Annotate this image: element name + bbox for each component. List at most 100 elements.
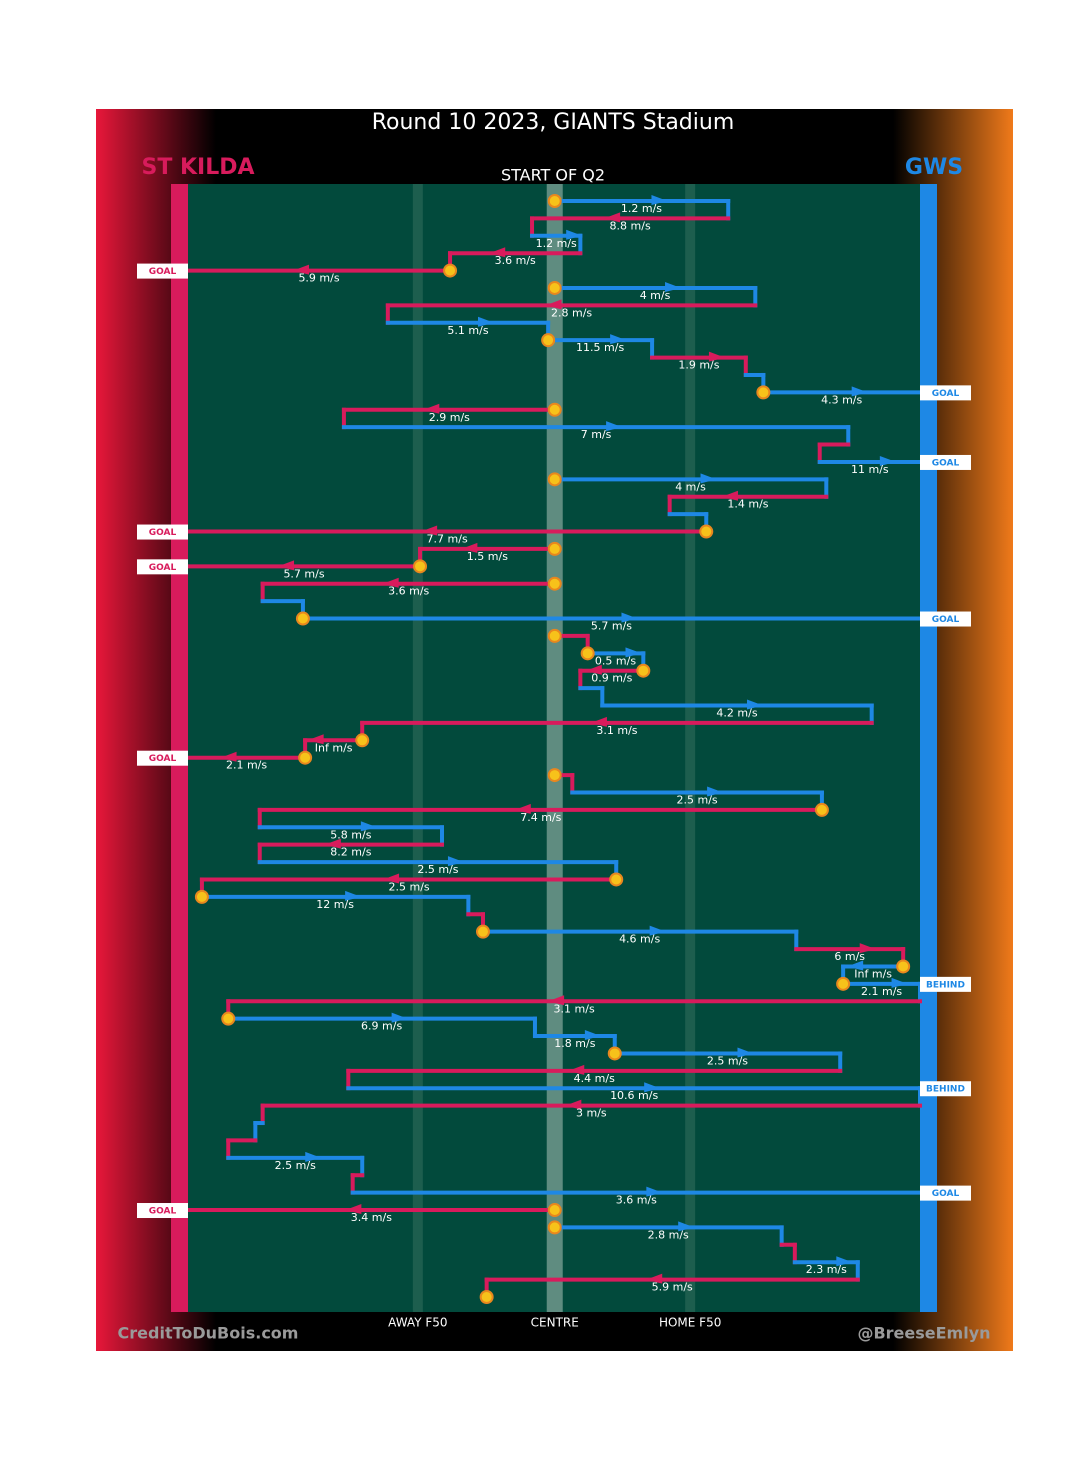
outcome-box	[920, 976, 971, 992]
speed-label: 5.7 m/s	[283, 567, 324, 580]
direction-arrow	[879, 455, 896, 466]
direction-arrow	[461, 542, 478, 553]
direction-arrow	[447, 856, 464, 867]
direction-arrow	[545, 299, 562, 310]
direction-arrow	[721, 490, 738, 501]
speed-label: 4.6 m/s	[619, 933, 660, 946]
direction-arrow	[665, 281, 682, 292]
direction-arrow	[514, 803, 531, 814]
speed-label: 2.5 m/s	[707, 1054, 748, 1067]
speed-label: 2.5 m/s	[275, 1159, 316, 1172]
stoppage-marker	[355, 733, 370, 748]
stoppage-marker	[547, 768, 562, 783]
outcome-box	[137, 263, 188, 279]
stoppage-marker	[814, 802, 829, 817]
outcome-label: BEHIND	[926, 1085, 965, 1095]
speed-label: 2.9 m/s	[429, 411, 470, 424]
speed-label: 3.4 m/s	[351, 1211, 392, 1224]
stoppage-marker	[194, 889, 209, 904]
direction-arrow	[584, 1030, 601, 1041]
speed-label: 11.5 m/s	[576, 341, 624, 354]
outcome-label: GOAL	[149, 267, 177, 277]
direction-arrow	[391, 1012, 408, 1023]
speed-label: 1.4 m/s	[727, 498, 768, 511]
stoppage-marker	[636, 663, 651, 678]
speed-label: 1.2 m/s	[621, 202, 662, 215]
direction-arrow	[836, 1256, 853, 1267]
speed-label: 6.9 m/s	[361, 1020, 402, 1033]
speed-label: 12 m/s	[316, 898, 354, 911]
speed-label: 4.3 m/s	[821, 393, 862, 406]
direction-arrow	[307, 734, 324, 745]
direction-arrow	[382, 577, 399, 588]
stoppage-marker	[896, 959, 911, 974]
away-team-label: GWS	[905, 155, 963, 180]
chain-labels: 1.2 m/s8.8 m/s1.2 m/s3.6 m/s5.9 m/sGOAL4…	[137, 202, 971, 1294]
speed-label: Inf m/s	[854, 967, 892, 980]
speed-label: 3.1 m/s	[596, 724, 637, 737]
field-line	[546, 184, 563, 1312]
direction-arrow	[651, 195, 668, 205]
speed-label: 3.6 m/s	[616, 1194, 657, 1207]
speed-label: 2.3 m/s	[806, 1263, 847, 1276]
outcome-label: GOAL	[932, 1189, 960, 1199]
stoppage-marker	[547, 576, 562, 591]
chart-title: Round 10 2023, GIANTS Stadium	[372, 110, 735, 135]
stoppage-marker	[607, 1046, 622, 1061]
stoppage-marker	[547, 628, 562, 643]
stoppage-marker	[475, 924, 490, 939]
direction-arrow	[859, 943, 876, 954]
speed-label: 5.1 m/s	[447, 324, 488, 337]
speed-label: 4 m/s	[640, 289, 671, 302]
direction-arrow	[585, 664, 602, 675]
speed-label: 5.7 m/s	[591, 620, 632, 633]
speed-label: 3.1 m/s	[554, 1002, 595, 1015]
speed-label: 2.8 m/s	[551, 306, 592, 319]
speed-label: 8.2 m/s	[330, 846, 371, 859]
stoppage-marker	[547, 194, 562, 208]
direction-arrow	[707, 786, 724, 797]
direction-arrow	[345, 1204, 362, 1215]
stoppage-marker	[413, 559, 428, 574]
speed-label: 1.5 m/s	[467, 550, 508, 563]
outcome-label: GOAL	[932, 615, 960, 625]
outcome-label: GOAL	[149, 563, 177, 573]
direction-arrow	[747, 699, 763, 710]
stoppage-marker	[221, 1011, 236, 1026]
speed-label: 6 m/s	[834, 950, 865, 963]
direction-arrow	[548, 995, 565, 1006]
outcome-box	[137, 1203, 188, 1219]
stoppage-marker	[699, 524, 714, 539]
field-line	[412, 184, 423, 1312]
direction-arrow	[621, 612, 638, 623]
stoppage-marker	[609, 872, 624, 887]
speed-label: 3.6 m/s	[388, 585, 429, 598]
outcome-box	[920, 1185, 971, 1201]
speed-label: 1.8 m/s	[554, 1037, 595, 1050]
direction-arrow	[678, 1221, 695, 1232]
direction-arrow	[610, 334, 627, 345]
stoppage-marker	[547, 472, 562, 487]
direction-arrow	[604, 212, 621, 223]
direction-arrow	[625, 647, 642, 658]
outcome-label: GOAL	[149, 1207, 177, 1217]
x-tick-label: CENTRE	[531, 1316, 579, 1330]
speed-label: 2.1 m/s	[226, 759, 267, 772]
x-tick-label: HOME F50	[659, 1316, 721, 1330]
speed-label: 1.2 m/s	[536, 237, 577, 250]
direction-arrow	[489, 247, 506, 258]
direction-arrow	[220, 751, 237, 762]
credit-left: CreditToDuBois.com	[118, 1324, 299, 1343]
direction-arrow	[700, 473, 717, 484]
direction-arrow	[649, 925, 666, 936]
stoppage-marker	[295, 611, 310, 626]
direction-arrow	[565, 1099, 582, 1110]
home-side-bar	[171, 184, 188, 1312]
direction-arrow	[646, 1186, 663, 1197]
direction-arrow	[345, 890, 362, 901]
speed-label: 2.5 m/s	[677, 793, 718, 806]
direction-arrow	[606, 421, 623, 432]
direction-arrow	[423, 403, 440, 414]
direction-arrow	[293, 264, 310, 275]
